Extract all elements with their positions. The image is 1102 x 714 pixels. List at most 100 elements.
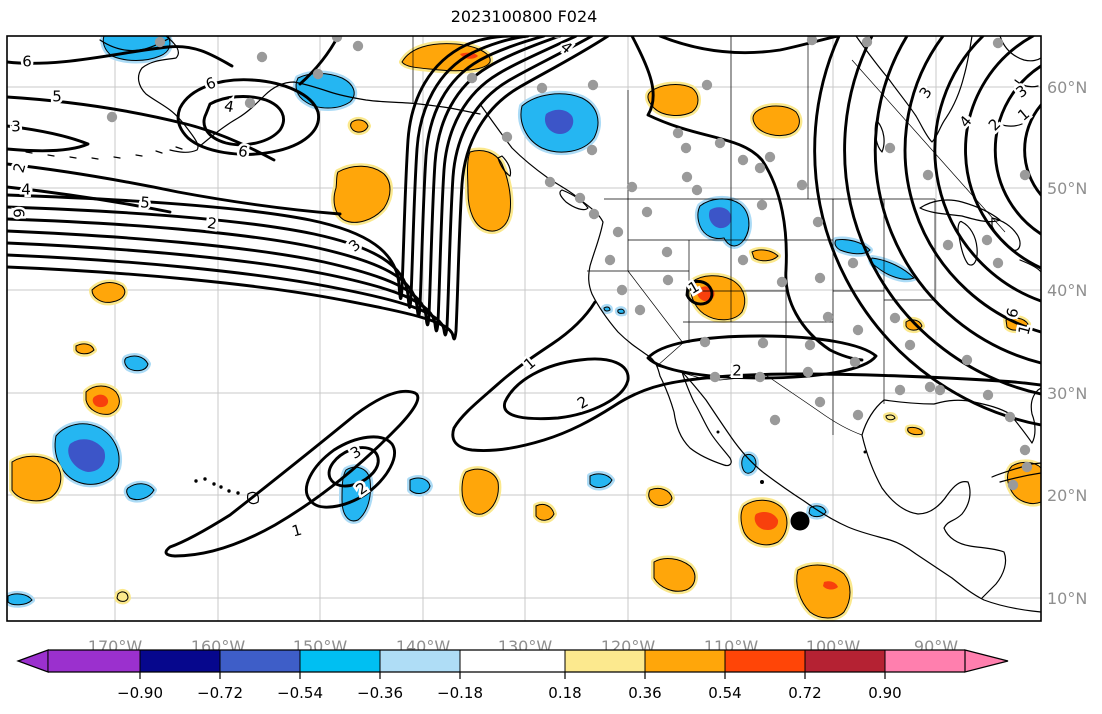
patch-core: [92, 394, 109, 408]
colorbar-outline: [48, 649, 965, 673]
station-dot: [1004, 411, 1016, 423]
negative-anomaly-patch: [603, 306, 611, 312]
station-dot: [796, 179, 808, 191]
positive-anomaly-patch: [653, 558, 696, 592]
canada-line: [630, 36, 864, 362]
hawaii-2-mid: [305, 435, 396, 509]
station-dot: [894, 384, 906, 396]
contour-label: 1: [520, 354, 539, 374]
negative-anomaly-patch: [409, 477, 431, 494]
station-dot: [536, 82, 548, 94]
colorbar-segment: [380, 650, 460, 672]
cyclone-marker: [790, 511, 810, 531]
coastlines: [25, 36, 1041, 613]
colorbar-segment: [48, 650, 140, 672]
station-dot: [822, 311, 834, 323]
trough-arc-8: [1023, 103, 1041, 197]
lat-tick-label: 30°N: [1047, 384, 1087, 403]
negative-anomaly-patch: [808, 505, 827, 518]
station-dot: [106, 111, 118, 123]
station-dot: [806, 36, 818, 46]
station-dot: [849, 356, 861, 368]
colorbar-segment: [805, 650, 885, 672]
colorbar-segment: [460, 650, 565, 672]
station-dot: [884, 142, 896, 154]
station-dot: [312, 68, 324, 80]
contour-label: 2: [10, 161, 30, 175]
station-dot: [587, 79, 599, 91]
contour-label: 4: [223, 97, 236, 116]
contour-label: 6: [22, 53, 32, 71]
central-1-contour: [451, 300, 1041, 452]
colorbar-segment: [885, 650, 965, 672]
lat-tick-label: 10°N: [1047, 589, 1087, 608]
station-dot: [662, 274, 674, 286]
aleutian-islands: [25, 146, 183, 160]
positive-anomaly-patch: [885, 414, 896, 421]
station-dot: [982, 389, 994, 401]
positive-anomaly-patch: [647, 84, 699, 116]
station-dot: [737, 154, 749, 166]
contour-label: 2: [206, 214, 218, 233]
station-dot: [680, 142, 692, 154]
station-dot: [942, 239, 954, 251]
positive-anomaly-patch: [751, 249, 779, 262]
positive-anomaly-patch: [796, 564, 851, 619]
coast-gulf-florida: [861, 387, 1041, 444]
station-dot: [574, 192, 586, 204]
station-dot: [754, 371, 766, 383]
station-dot: [714, 137, 726, 149]
lake-erie: [1019, 259, 1041, 273]
contour-label: 3: [1013, 81, 1031, 101]
station-dot: [1021, 461, 1033, 473]
contour-label: 5: [140, 193, 151, 212]
station-dot: [661, 246, 673, 258]
contour-label: 3: [345, 236, 364, 256]
positive-anomaly-patch: [907, 427, 923, 436]
province-borders: [627, 36, 1006, 233]
station-dot: [992, 37, 1004, 49]
small-islands: [716, 430, 867, 484]
colorbar-segment: [220, 650, 300, 672]
station-dot: [756, 199, 768, 211]
state-borders: [587, 199, 936, 435]
station-dot: [1007, 479, 1019, 491]
patch-core: [68, 439, 106, 472]
station-dot: [804, 339, 816, 351]
negative-anomaly-patch: [741, 453, 757, 474]
colorbar-segment: [725, 650, 805, 672]
negative-anomaly-patch: [617, 308, 625, 314]
colorbar: −0.90 −0.72 −0.54 −0.36 −0.18 0.18 0.36 0.54 0.7…: [16, 649, 1009, 702]
station-dot: [256, 51, 268, 63]
station-dot: [709, 371, 721, 383]
station-dot: [992, 257, 1004, 269]
colorbar-tick-label: 0.72: [788, 684, 821, 702]
colorbar-tick-label: −0.72: [197, 684, 243, 702]
coast-cuba: [991, 462, 1041, 483]
contour-label: 6: [10, 208, 28, 218]
colorbar-tick-label: 0.90: [868, 684, 901, 702]
station-dot: [626, 181, 638, 193]
station-dot: [691, 184, 703, 196]
station-dot: [586, 144, 598, 156]
station-dot: [814, 272, 826, 284]
positive-anomaly-patch: [648, 487, 673, 506]
station-dot: [852, 409, 864, 421]
lake-michigan: [957, 220, 978, 266]
station-dot: [634, 304, 646, 316]
colorbar-right-arrow: [964, 649, 1009, 673]
lake-superior: [919, 199, 1001, 223]
colorbar-left-arrow: [16, 649, 49, 673]
colorbar-tick-label: 0.18: [548, 684, 581, 702]
station-dot: [861, 36, 873, 48]
central-2-closed: [503, 357, 630, 421]
contour-label: 3: [915, 84, 935, 102]
station-dot: [802, 366, 814, 378]
station-dot: [244, 97, 256, 109]
station-dot: [1019, 444, 1031, 456]
station-dot: [981, 234, 993, 246]
contour-label: 5: [52, 88, 62, 106]
trough-arc-1: [813, 36, 1041, 427]
contour-label: 6: [237, 142, 250, 161]
positive-anomaly-patch: [461, 468, 499, 515]
